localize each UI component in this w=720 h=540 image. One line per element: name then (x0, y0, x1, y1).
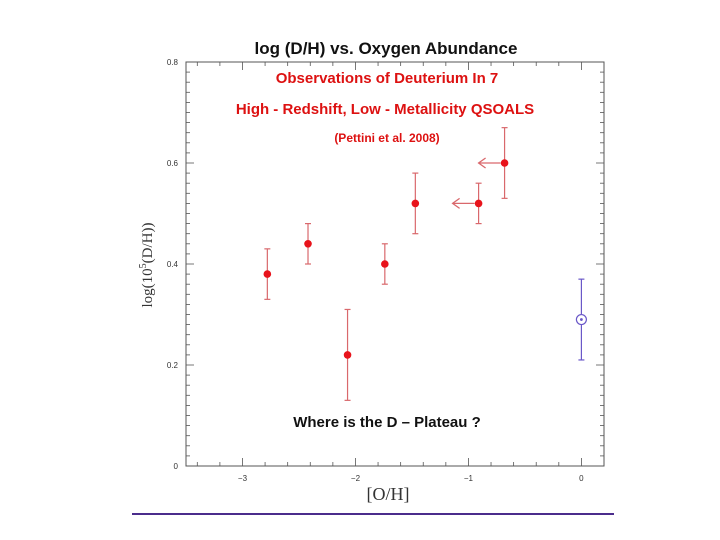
data-point (263, 270, 272, 278)
plot-frame (185, 61, 605, 467)
y-axis-label-suffix: (D/H)) (140, 223, 156, 264)
y-axis-label: log(105(D/H)) (138, 223, 156, 308)
data-point (381, 260, 389, 268)
x-tick-label: −3 (238, 474, 248, 483)
x-tick-label: 0 (579, 474, 584, 483)
data-point (500, 159, 509, 167)
data-point (411, 199, 420, 208)
y-tick-label: 0 (174, 462, 179, 471)
y-tick-label: 0.2 (167, 361, 179, 370)
upper-limit-arrowhead (451, 197, 460, 209)
data-point (474, 199, 483, 208)
x-tick-label: −2 (351, 474, 361, 483)
y-tick-label: 0.8 (167, 58, 179, 67)
chart-title: log (D/H) vs. Oxygen Abundance (255, 39, 518, 58)
y-tick-label: 0.6 (167, 159, 179, 168)
x-tick-label: −1 (464, 474, 474, 483)
y-axis-label-prefix: log(10 (140, 268, 156, 307)
annotation-question: Where is the D – Plateau ? (293, 414, 481, 431)
annotation-citation: (Pettini et al. 2008) (334, 131, 439, 145)
solar-point (575, 313, 588, 326)
upper-limit-arrowhead (477, 157, 486, 169)
y-axis-label-sup: 5 (138, 263, 149, 268)
data-point (304, 240, 312, 248)
data-point (343, 351, 352, 359)
x-axis-label: [O/H] (367, 484, 410, 504)
annotation-line2: High - Redshift, Low - Metallicity QSOAL… (236, 101, 534, 118)
y-tick-label: 0.4 (167, 260, 179, 269)
solar-point-center (580, 318, 583, 321)
annotation-line1: Observations of Deuterium In 7 (276, 70, 499, 87)
